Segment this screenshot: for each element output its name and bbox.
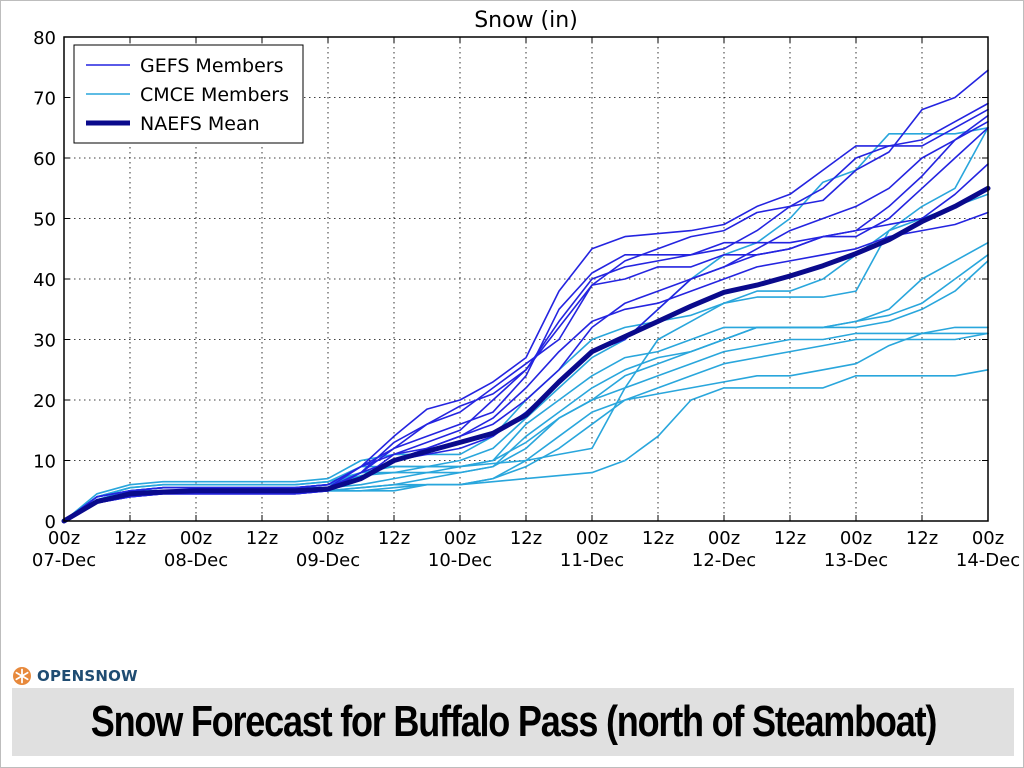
y-tick-label: 60 (33, 149, 56, 170)
x-tick-date-label: 13-Dec (824, 550, 888, 571)
x-tick-date-label: 14-Dec (956, 550, 1020, 571)
x-tick-hour-label: 00z (972, 528, 1004, 549)
y-tick-label: 40 (33, 270, 56, 291)
naefs-mean-line (61, 185, 991, 524)
snowflake-icon (13, 667, 31, 685)
x-tick-hour-label: 12z (906, 528, 938, 549)
x-tick-hour-label: 12z (510, 528, 542, 549)
opensnow-logo: OPENSNOW (12, 666, 138, 686)
x-tick-hour-label: 00z (312, 528, 344, 549)
gefs-members-line (63, 108, 989, 522)
x-tick-hour-label: 00z (576, 528, 608, 549)
y-tick-label: 20 (33, 391, 56, 412)
x-tick-date-label: 09-Dec (296, 550, 360, 571)
legend: GEFS Members CMCE Members NAEFS Mean (73, 44, 304, 144)
y-tick-label: 30 (33, 331, 56, 352)
gefs-members-line (63, 127, 989, 522)
x-tick-hour-label: 00z (840, 528, 872, 549)
x-tick-date-label: 10-Dec (428, 550, 492, 571)
x-tick-hour-label: 00z (48, 528, 80, 549)
x-tick-hour-label: 12z (246, 528, 278, 549)
x-tick-hour-label: 00z (708, 528, 740, 549)
y-tick-label: 70 (33, 89, 56, 110)
legend-label-gefs-members: GEFS Members (140, 55, 283, 77)
chart-title: Snow (in) (474, 8, 578, 33)
x-tick-date-label: 07-Dec (32, 550, 96, 571)
y-tick-label: 50 (33, 210, 56, 231)
footer-title: Snow Forecast for Buffalo Pass (north of… (90, 697, 937, 746)
legend-label-naefs-mean: NAEFS Mean (140, 113, 260, 135)
x-tick-hour-label: 12z (642, 528, 674, 549)
x-tick-hour-label: 12z (114, 528, 146, 549)
x-tick-hour-label: 12z (378, 528, 410, 549)
legend-label-cmce-members: CMCE Members (140, 84, 289, 106)
brand-name: OPENSNOW (37, 667, 138, 685)
y-tick-label: 0 (45, 512, 56, 533)
series-lines (61, 69, 991, 524)
x-tick-hour-label: 00z (180, 528, 212, 549)
x-tick-hour-label: 00z (444, 528, 476, 549)
y-tick-label: 10 (33, 452, 56, 473)
x-tick-hour-label: 12z (774, 528, 806, 549)
x-tick-date-label: 12-Dec (692, 550, 756, 571)
y-tick-label: 80 (33, 28, 56, 49)
x-tick-date-label: 11-Dec (560, 550, 624, 571)
footer-banner: Snow Forecast for Buffalo Pass (north of… (12, 688, 1014, 756)
x-tick-date-label: 08-Dec (164, 550, 228, 571)
